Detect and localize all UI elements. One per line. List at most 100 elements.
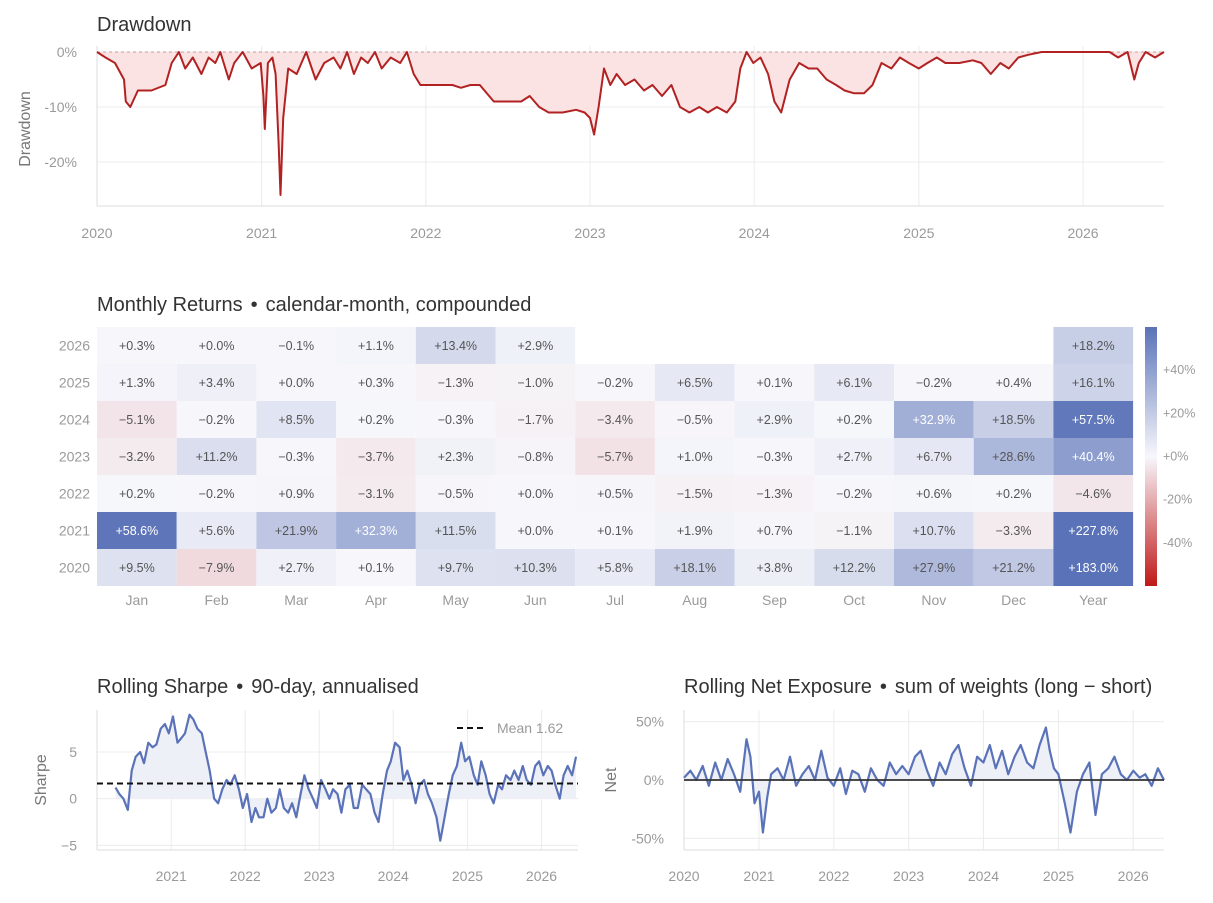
heatmap-row-label: 2025 bbox=[59, 375, 90, 391]
heatmap-cell bbox=[1053, 327, 1134, 364]
heatmap-cell-label: +6.5% bbox=[677, 376, 713, 390]
heatmap-cell bbox=[336, 438, 416, 475]
heatmap-cell bbox=[415, 401, 496, 438]
heatmap-cell bbox=[97, 327, 177, 364]
heatmap-cell-label: −0.2% bbox=[199, 413, 235, 427]
heatmap-cell-label: +0.2% bbox=[358, 413, 394, 427]
heatmap-column-label: Nov bbox=[921, 592, 946, 608]
heatmap-cell bbox=[1053, 364, 1134, 401]
heatmap-cell-label: +11.2% bbox=[196, 450, 238, 464]
sharpe-xtick-label: 2024 bbox=[378, 868, 409, 884]
heatmap-cell-label: +0.0% bbox=[517, 487, 553, 501]
heatmap-cell-label: −5.7% bbox=[597, 450, 633, 464]
heatmap-cell bbox=[654, 475, 735, 512]
drawdown-xtick-label: 2020 bbox=[81, 225, 112, 241]
heatmap-cell bbox=[256, 438, 337, 475]
monthly-returns-subtitle: calendar-month, compounded bbox=[265, 294, 532, 316]
heatmap-row-label: 2023 bbox=[59, 449, 90, 465]
heatmap-column-label: Feb bbox=[204, 592, 228, 608]
heatmap-cell bbox=[894, 438, 974, 475]
heatmap-cell-label: +18.1% bbox=[673, 561, 716, 575]
heatmap-column-label: Apr bbox=[365, 592, 387, 608]
heatmap-cell-label: +1.3% bbox=[119, 376, 155, 390]
heatmap-cell-label: −0.3% bbox=[278, 450, 314, 464]
drawdown-xtick-label: 2021 bbox=[246, 225, 277, 241]
heatmap-cell bbox=[415, 475, 496, 512]
colorbar-tick-label: -20% bbox=[1163, 493, 1192, 507]
heatmap-cell bbox=[415, 549, 496, 586]
heatmap-cell bbox=[97, 512, 177, 549]
heatmap-cell-label: +57.5% bbox=[1072, 413, 1115, 427]
heatmap-column-label: Jul bbox=[606, 592, 624, 608]
heatmap-cell bbox=[97, 364, 177, 401]
heatmap-cell bbox=[415, 327, 496, 364]
heatmap-cell-label: +0.1% bbox=[597, 524, 633, 538]
heatmap-cell-label: +10.7% bbox=[912, 524, 955, 538]
heatmap-cell-label: +0.0% bbox=[199, 339, 235, 353]
heatmap-cell-label: −3.4% bbox=[597, 413, 633, 427]
sharpe-xtick-label: 2022 bbox=[230, 868, 261, 884]
heatmap-cell-label: +0.2% bbox=[996, 487, 1032, 501]
drawdown-xtick-label: 2025 bbox=[903, 225, 934, 241]
heatmap-cell-label: +5.6% bbox=[199, 524, 235, 538]
heatmap-cell-label: +10.3% bbox=[514, 561, 557, 575]
heatmap-cell-label: +13.4% bbox=[434, 339, 477, 353]
heatmap-cell-label: +3.8% bbox=[757, 561, 793, 575]
heatmap-cell-label: −0.5% bbox=[677, 413, 713, 427]
drawdown-ytick-label: -20% bbox=[44, 154, 77, 170]
heatmap-cell bbox=[654, 364, 735, 401]
heatmap-cell bbox=[256, 364, 337, 401]
heatmap-cell-label: +1.0% bbox=[677, 450, 713, 464]
net-exposure-xtick-label: 2024 bbox=[968, 868, 999, 884]
drawdown-ylabel: Drawdown bbox=[17, 91, 34, 167]
heatmap-cell bbox=[256, 401, 337, 438]
heatmap-cell bbox=[336, 327, 416, 364]
heatmap-cell bbox=[814, 512, 894, 549]
sharpe-xtick-label: 2026 bbox=[526, 868, 557, 884]
heatmap-row-label: 2022 bbox=[59, 486, 90, 502]
heatmap-cell bbox=[336, 512, 416, 549]
heatmap-cell-label: +16.1% bbox=[1072, 376, 1115, 390]
heatmap-cell bbox=[734, 475, 815, 512]
heatmap-cell bbox=[495, 327, 576, 364]
heatmap-cell bbox=[575, 512, 655, 549]
heatmap-cell bbox=[973, 549, 1054, 586]
net-exposure-subtitle: sum of weights (long − short) bbox=[894, 676, 1153, 698]
heatmap-cell bbox=[734, 401, 815, 438]
heatmap-cell-label: +9.7% bbox=[438, 561, 474, 575]
heatmap-cell bbox=[734, 364, 815, 401]
heatmap-cell-label: +1.1% bbox=[358, 339, 394, 353]
drawdown-line bbox=[96, 51, 1165, 196]
heatmap-cell-label: +3.4% bbox=[199, 376, 235, 390]
heatmap-cell bbox=[575, 438, 655, 475]
drawdown-area bbox=[97, 52, 1164, 195]
sharpe-ylabel: Sharpe bbox=[33, 754, 50, 806]
heatmap-cell bbox=[495, 512, 576, 549]
heatmap-cell-label: +0.5% bbox=[597, 487, 633, 501]
heatmap-cell-label: +5.8% bbox=[597, 561, 633, 575]
heatmap-column-label: Oct bbox=[843, 592, 865, 608]
heatmap-cell bbox=[654, 512, 735, 549]
heatmap-cell-label: −0.2% bbox=[916, 376, 952, 390]
net-exposure-xtick-label: 2025 bbox=[1043, 868, 1074, 884]
heatmap-cell bbox=[814, 401, 894, 438]
heatmap-cell bbox=[894, 475, 974, 512]
heatmap-cell bbox=[734, 512, 815, 549]
heatmap-cell-label: +27.9% bbox=[912, 561, 955, 575]
heatmap-cell-label: −0.3% bbox=[438, 413, 474, 427]
heatmap-cell bbox=[256, 327, 337, 364]
sharpe-ytick-label: −5 bbox=[61, 837, 77, 853]
monthly-returns-title: Monthly Returns • calendar-month, compound… bbox=[97, 294, 532, 316]
heatmap-cell-label: +0.2% bbox=[119, 487, 155, 501]
heatmap-cell-label: +0.3% bbox=[119, 339, 155, 353]
heatmap-cell-label: +40.4% bbox=[1072, 450, 1115, 464]
heatmap-cell-label: −0.2% bbox=[836, 487, 872, 501]
heatmap-cell bbox=[654, 438, 735, 475]
heatmap-column-label: Sep bbox=[762, 592, 787, 608]
heatmap-cell bbox=[415, 364, 496, 401]
heatmap-cell bbox=[575, 401, 655, 438]
heatmap-cell bbox=[97, 438, 177, 475]
heatmap-cell-label: −1.1% bbox=[836, 524, 872, 538]
sharpe-xtick-label: 2023 bbox=[304, 868, 335, 884]
heatmap-cell-label: −3.7% bbox=[358, 450, 394, 464]
